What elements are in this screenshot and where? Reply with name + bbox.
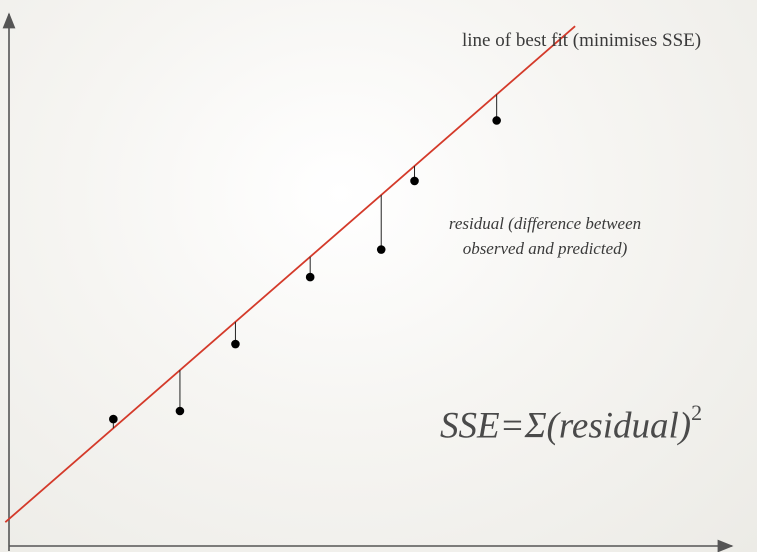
- data-point: [305, 272, 315, 282]
- best-fit-label: line of best fit (minimises SSE): [462, 30, 702, 51]
- best-fit-line: [4, 25, 576, 523]
- data-point: [175, 406, 185, 416]
- sse-formula-exponent: 2: [691, 400, 703, 425]
- data-points: [109, 116, 501, 424]
- residual-label: residual (difference between observed an…: [448, 214, 642, 258]
- data-point: [492, 116, 501, 125]
- data-point: [410, 176, 419, 186]
- sse-formula-base: SSE=Σ(residual): [440, 405, 692, 447]
- sse-formula: SSE=Σ(residual)2: [440, 400, 702, 447]
- data-point: [376, 245, 386, 254]
- data-point: [109, 414, 118, 424]
- data-point: [231, 339, 240, 349]
